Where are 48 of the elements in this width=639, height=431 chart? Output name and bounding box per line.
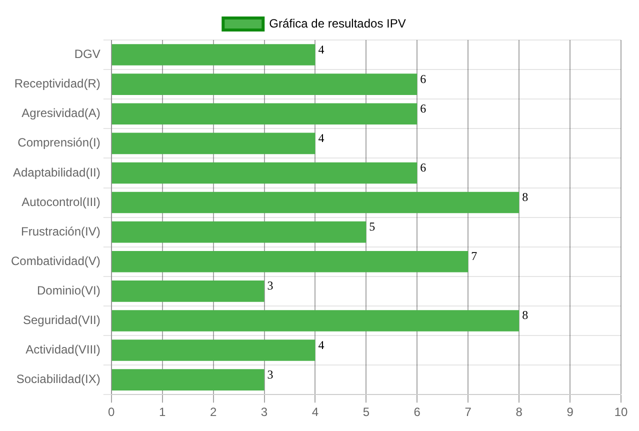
y-tick-label: Seguridad(VII) [22, 313, 100, 328]
x-tick-label: 3 [260, 405, 268, 420]
data-label: 4 [318, 130, 324, 145]
bar [112, 310, 520, 332]
bar [112, 132, 316, 154]
bar [112, 103, 418, 125]
data-label: 4 [318, 338, 324, 352]
bar [112, 162, 418, 184]
y-tick-label: Dominio(VI) [37, 283, 100, 298]
data-label: 6 [420, 72, 426, 86]
bar [112, 340, 316, 361]
y-tick-label: Frustración(IV) [21, 224, 100, 238]
bar [112, 74, 418, 95]
bar [112, 44, 316, 66]
data-label: 5 [369, 220, 376, 234]
y-tick-label: Autocontrol(III) [22, 194, 100, 209]
data-label: 6 [420, 101, 426, 116]
legend-label: Gráfica de resultados IPV [269, 16, 406, 30]
data-label: 8 [522, 308, 528, 322]
x-tick-label: 1 [158, 405, 166, 420]
y-tick-label: Sociabilidad(IX) [16, 372, 100, 386]
bar [112, 221, 366, 243]
y-tick-label: Adaptabilidad(II) [12, 165, 100, 180]
x-tick-label: 9 [566, 405, 574, 420]
data-label: 7 [471, 249, 478, 264]
y-tick-label: Agresividad(A) [22, 106, 100, 120]
x-tick-label: 5 [362, 405, 370, 420]
data-label: 4 [318, 42, 324, 56]
bar [112, 280, 264, 302]
y-tick-label: Combatividad(V) [10, 254, 100, 268]
data-label: 6 [420, 160, 426, 174]
x-tick-label: 6 [414, 405, 421, 420]
x-tick-label: 8 [516, 405, 523, 420]
y-tick-label: Comprensión(I) [18, 136, 100, 150]
bar [112, 369, 264, 390]
x-tick-label: 2 [210, 405, 217, 420]
data-label: 3 [267, 367, 274, 382]
x-tick-label: 7 [464, 405, 472, 420]
x-tick-label: 10 [614, 405, 628, 420]
y-tick-label: Actividad(VIII) [26, 342, 100, 357]
bar [112, 192, 520, 214]
x-tick-label: 0 [108, 405, 116, 420]
data-label: 8 [522, 190, 528, 204]
data-label: 3 [267, 278, 274, 293]
bar [112, 250, 468, 272]
y-tick-label: Receptividad(R) [14, 76, 100, 91]
y-tick-label: DGV [74, 47, 100, 62]
x-tick-label: 4 [312, 405, 319, 420]
